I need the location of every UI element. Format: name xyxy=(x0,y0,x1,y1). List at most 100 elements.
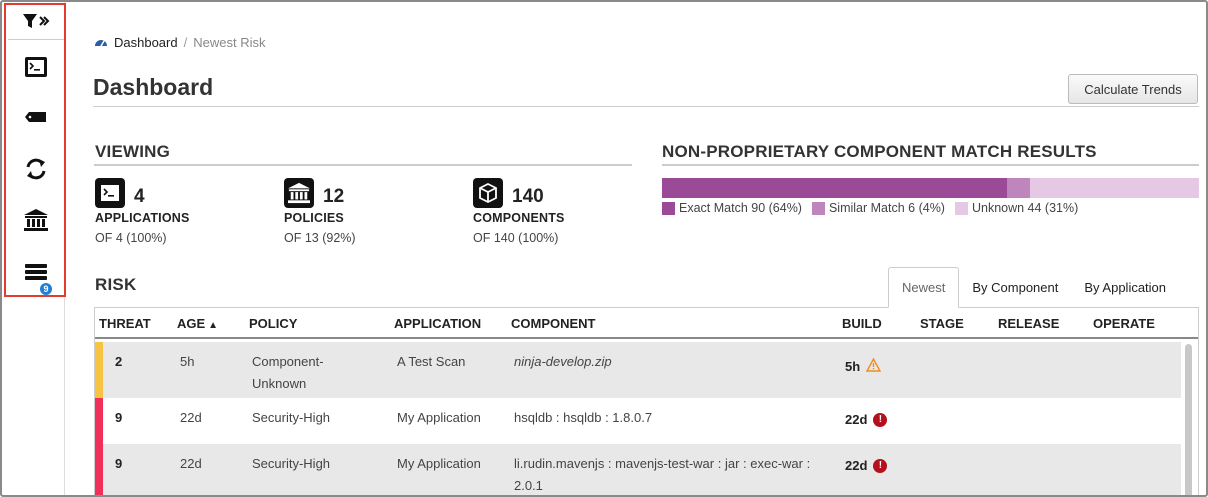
risk-heading: RISK xyxy=(95,275,137,294)
sidebar-item-policies[interactable] xyxy=(8,205,64,239)
tab-by-application[interactable]: By Application xyxy=(1084,280,1167,295)
match-segment[interactable] xyxy=(662,178,1008,198)
risk-table-header: THREAT AGE ▲ POLICY APPLICATION COMPONENT… xyxy=(95,308,1198,339)
component-value[interactable]: hsqldb : hsqldb : 1.8.0.7 xyxy=(514,410,653,425)
risk-tabs: Newest By Component By Application xyxy=(888,267,1179,308)
warning-triangle-icon xyxy=(865,357,882,375)
component-value[interactable]: ninja-develop.zip xyxy=(514,354,612,369)
sort-ascending-icon: ▲ xyxy=(208,320,219,331)
sidebar-item-components[interactable] xyxy=(8,102,64,136)
breadcrumb-home-link[interactable]: Dashboard xyxy=(114,35,178,50)
threat-value: 9 xyxy=(115,456,123,471)
legend-item: Similar Match 6 (4%) xyxy=(811,201,945,215)
threat-value: 2 xyxy=(115,354,123,369)
sidebar: 9 xyxy=(2,2,65,495)
stat-subtext: OF 13 (92%) xyxy=(284,231,356,245)
filter-toggle-button[interactable] xyxy=(8,8,64,40)
match-segment[interactable] xyxy=(1007,178,1031,198)
tab-newest[interactable]: Newest xyxy=(888,267,960,308)
column-application[interactable]: APPLICATION xyxy=(394,316,482,331)
stat-policies[interactable]: 12 POLICIES OF 13 (92%) xyxy=(284,178,464,245)
match-results-heading: NON-PROPRIETARY COMPONENT MATCH RESULTS xyxy=(662,142,1097,161)
column-age[interactable]: AGE ▲ xyxy=(177,316,218,331)
policy-value: Security-High xyxy=(252,410,331,425)
stat-subtext: OF 140 (100%) xyxy=(473,231,559,245)
threat-level-bar xyxy=(95,398,103,444)
column-age-label: AGE xyxy=(177,316,206,331)
column-threat[interactable]: THREAT xyxy=(99,316,151,331)
stat-components[interactable]: 140 COMPONENTS OF 140 (100%) xyxy=(473,178,653,245)
terminal-icon xyxy=(95,178,125,208)
viewing-heading: VIEWING xyxy=(95,142,171,161)
match-results-bar[interactable] xyxy=(662,178,1199,198)
age-value: 22d xyxy=(180,456,202,471)
column-operate[interactable]: OPERATE xyxy=(1093,316,1155,331)
build-cell: 22d ! xyxy=(845,458,888,473)
table-scrollbar[interactable] xyxy=(1185,344,1192,496)
title-divider xyxy=(93,106,1199,107)
error-circle-icon: ! xyxy=(873,412,888,427)
breadcrumb-current: Newest Risk xyxy=(193,35,266,50)
column-policy[interactable]: POLICY xyxy=(249,316,298,331)
stat-count: 12 xyxy=(323,186,345,207)
tab-by-component[interactable]: By Component xyxy=(972,280,1059,295)
column-component[interactable]: COMPONENT xyxy=(511,316,596,331)
age-value: 22d xyxy=(180,410,202,425)
stack-list-icon xyxy=(23,262,49,289)
table-row[interactable]: 9 22d Security-High My Application hsqld… xyxy=(95,398,1181,444)
breadcrumb-separator: / xyxy=(183,35,188,50)
stat-count: 4 xyxy=(134,186,145,207)
institution-icon xyxy=(284,178,314,208)
legend-label: Unknown 44 (31%) xyxy=(971,201,1079,215)
legend-label: Exact Match 90 (64%) xyxy=(679,201,802,215)
calculate-trends-button[interactable]: Calculate Trends xyxy=(1068,74,1198,104)
match-results-divider xyxy=(662,164,1199,166)
age-value: 5h xyxy=(180,354,195,369)
column-build[interactable]: BUILD xyxy=(842,316,882,331)
legend-swatch xyxy=(811,201,825,215)
cube-icon xyxy=(473,178,503,208)
sidebar-item-waivers[interactable]: 9 xyxy=(8,258,64,296)
institution-icon xyxy=(23,208,49,237)
policy-value: Security-High xyxy=(252,456,331,471)
terminal-icon xyxy=(24,56,48,83)
dashboard-gauge-icon xyxy=(94,35,108,50)
stat-applications[interactable]: 4 APPLICATIONS OF 4 (100%) xyxy=(95,178,275,245)
stat-label: POLICIES xyxy=(284,211,344,225)
build-cell: 5h xyxy=(845,357,882,375)
build-cell: 22d ! xyxy=(845,412,888,427)
legend-label: Similar Match 6 (4%) xyxy=(828,201,945,215)
table-row[interactable]: 9 22d Security-High My Application li.ru… xyxy=(95,444,1181,496)
legend-swatch xyxy=(954,201,968,215)
threat-value: 9 xyxy=(115,410,123,425)
main-content: Dashboard / Newest Risk Dashboard Calcul… xyxy=(66,2,1206,497)
page-title: Dashboard xyxy=(93,74,214,100)
component-value[interactable]: li.rudin.mavenjs : mavenjs-test-war : ja… xyxy=(514,456,811,493)
build-age: 22d xyxy=(845,412,868,427)
filter-expand-icon xyxy=(21,11,51,36)
risk-table: THREAT AGE ▲ POLICY APPLICATION COMPONENT… xyxy=(94,307,1199,497)
column-stage[interactable]: STAGE xyxy=(920,316,964,331)
build-age: 22d xyxy=(845,458,868,473)
match-segment[interactable] xyxy=(1030,178,1199,198)
sidebar-item-refresh[interactable] xyxy=(8,153,64,189)
tag-icon xyxy=(24,110,48,129)
legend-swatch xyxy=(662,201,675,215)
column-release[interactable]: RELEASE xyxy=(998,316,1060,331)
build-age: 5h xyxy=(845,359,861,374)
stat-count: 140 xyxy=(512,186,544,207)
threat-level-bar xyxy=(95,444,103,496)
legend-item: Exact Match 90 (64%) xyxy=(662,201,802,215)
stat-subtext: OF 4 (100%) xyxy=(95,231,167,245)
sidebar-item-applications[interactable] xyxy=(8,52,64,86)
threat-level-bar xyxy=(95,342,103,398)
stat-label: COMPONENTS xyxy=(473,211,565,225)
breadcrumb: Dashboard / Newest Risk xyxy=(94,35,265,50)
match-results-legend: Exact Match 90 (64%) Similar Match 6 (4%)… xyxy=(662,201,1078,215)
error-circle-icon: ! xyxy=(873,458,888,473)
table-row[interactable]: 2 5h Component-Unknown A Test Scan ninja… xyxy=(95,342,1181,398)
viewing-divider xyxy=(94,164,632,166)
waivers-count-badge: 9 xyxy=(39,282,53,296)
application-value: My Application xyxy=(397,456,481,471)
application-value: My Application xyxy=(397,410,481,425)
